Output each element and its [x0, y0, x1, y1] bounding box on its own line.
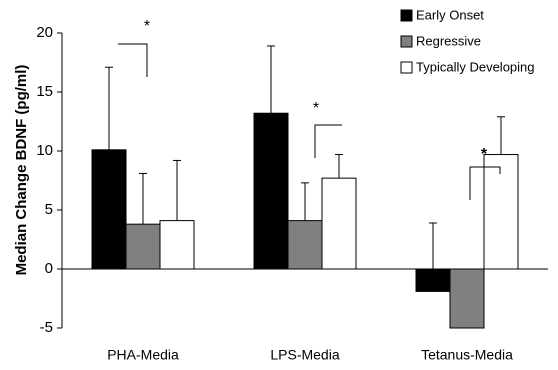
x-tick-label: Tetanus-Media	[421, 347, 513, 363]
x-tick-label: PHA-Media	[107, 347, 179, 363]
significance-bracket	[469, 166, 501, 200]
y-tick-label: 15	[36, 83, 53, 100]
significance-label: *	[144, 18, 150, 35]
y-tick-label: 0	[45, 260, 53, 277]
legend-label: Early Onset	[416, 7, 484, 22]
bar	[449, 268, 485, 329]
legend-swatch	[400, 35, 413, 48]
bar	[287, 220, 323, 270]
y-tick-label: -5	[40, 319, 53, 336]
bar	[159, 220, 195, 270]
legend-swatch	[400, 9, 413, 22]
y-axis-title: Median Change BDNF (pg/ml)	[13, 65, 30, 276]
bar	[321, 177, 357, 270]
bar	[253, 112, 289, 270]
significance-bracket	[314, 124, 342, 158]
legend-swatch	[400, 61, 413, 74]
y-tick-label: 10	[36, 142, 53, 159]
y-tick-label: 20	[36, 24, 53, 41]
x-tick-label: LPS-Media	[270, 347, 339, 363]
legend-label: Regressive	[416, 33, 481, 48]
bar	[125, 223, 161, 270]
y-tick-label: 5	[45, 201, 53, 218]
legend-label: Typically Developing	[416, 59, 535, 74]
bar	[415, 268, 451, 292]
significance-label: *	[313, 100, 319, 117]
significance-label: *	[481, 146, 488, 163]
bar	[483, 154, 519, 270]
significance-bracket	[118, 43, 148, 77]
bar	[91, 149, 127, 270]
